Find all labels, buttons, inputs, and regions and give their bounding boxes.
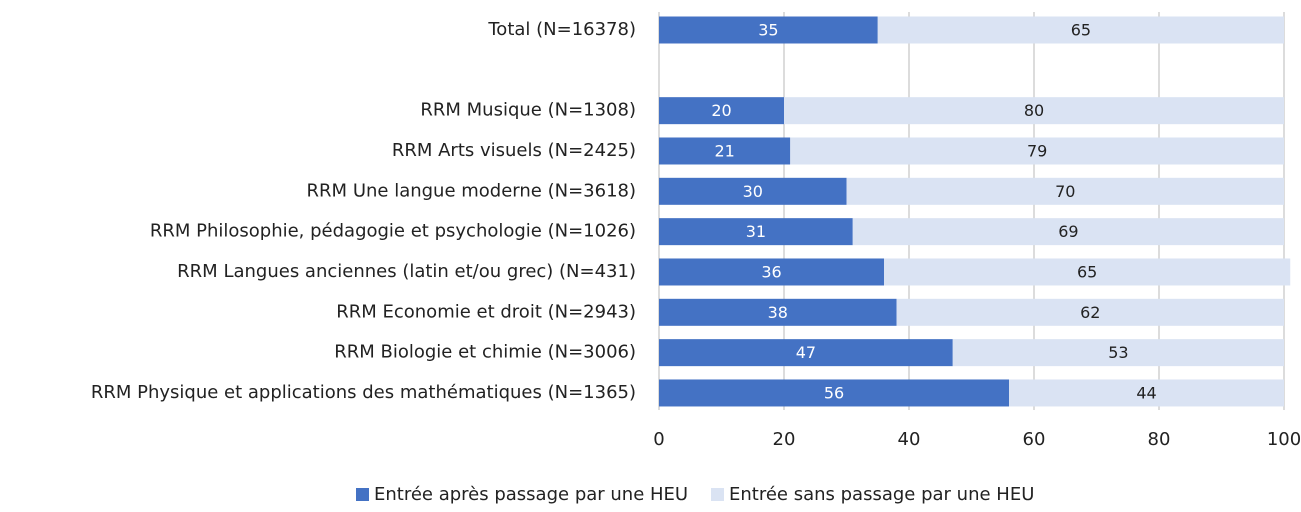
y-tick-label: RRM Langues anciennes (latin et/ou grec)… <box>177 261 636 282</box>
data-label: 36 <box>761 262 781 281</box>
data-label: 65 <box>1071 21 1091 40</box>
data-label: 30 <box>743 182 763 201</box>
data-label: 62 <box>1080 303 1100 322</box>
bar-segment <box>659 379 1009 407</box>
x-tick-label: 20 <box>773 429 796 450</box>
legend-label: Entrée après passage par une HEU <box>374 484 688 505</box>
data-label: 79 <box>1027 141 1047 160</box>
y-tick-label: RRM Biologie et chimie (N=3006) <box>334 342 636 363</box>
bar-segment <box>784 97 1284 125</box>
bar-segment <box>659 258 884 286</box>
bar-segment <box>659 97 784 125</box>
y-tick-label: RRM Arts visuels (N=2425) <box>392 140 636 161</box>
y-tick-label: RRM Physique et applications des mathéma… <box>91 382 636 403</box>
bar-segment <box>852 218 1284 246</box>
bar-segment <box>659 218 853 246</box>
x-tick-label: 60 <box>1023 429 1046 450</box>
legend-label: Entrée sans passage par une HEU <box>729 484 1034 505</box>
bar-segment <box>846 177 1284 205</box>
bar-segment <box>659 339 953 367</box>
x-tick-label: 80 <box>1148 429 1171 450</box>
x-tick-label: 100 <box>1267 429 1301 450</box>
data-label: 70 <box>1055 182 1075 201</box>
data-label: 38 <box>768 303 788 322</box>
data-label: 35 <box>758 21 778 40</box>
bar-segment <box>659 16 878 44</box>
bar-segment <box>790 137 1284 165</box>
y-tick-label: RRM Philosophie, pédagogie et psychologi… <box>150 221 636 242</box>
data-label: 80 <box>1024 101 1044 120</box>
legend-swatch <box>356 488 369 501</box>
bar-segment <box>659 137 791 165</box>
y-tick-label: Total (N=16378) <box>487 19 636 40</box>
bar-segment <box>952 339 1284 367</box>
data-label: 20 <box>711 101 731 120</box>
y-tick-label: RRM Musique (N=1308) <box>420 100 636 121</box>
bar-segment <box>659 298 897 326</box>
bar-segment <box>877 16 1284 44</box>
y-tick-label: RRM Une langue moderne (N=3618) <box>307 180 636 201</box>
data-label: 47 <box>796 343 816 362</box>
bar-segment <box>659 177 847 205</box>
x-tick-label: 0 <box>653 429 664 450</box>
data-label: 56 <box>824 383 844 402</box>
legend-swatch <box>711 488 724 501</box>
x-tick-label: 40 <box>898 429 921 450</box>
data-label: 65 <box>1077 262 1097 281</box>
bar-segment <box>1009 379 1284 407</box>
data-label: 44 <box>1136 383 1156 402</box>
bar-segment <box>896 298 1284 326</box>
data-label: 69 <box>1058 222 1078 241</box>
data-label: 31 <box>746 222 766 241</box>
data-label: 53 <box>1108 343 1128 362</box>
bar-segment <box>884 258 1291 286</box>
y-tick-label: RRM Economie et droit (N=2943) <box>336 301 636 322</box>
data-label: 21 <box>714 141 734 160</box>
